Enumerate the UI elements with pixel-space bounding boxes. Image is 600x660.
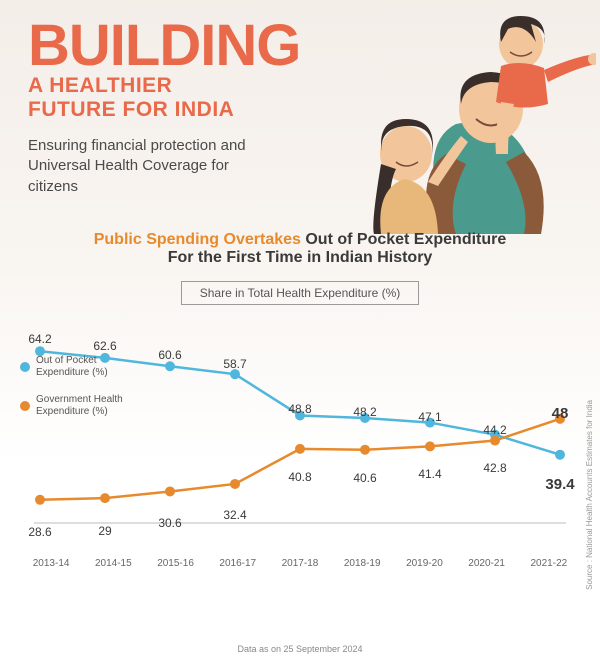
footer-date: Data as on 25 September 2024 [0,644,600,654]
data-label: 29 [98,524,111,538]
x-tick-label: 2016-17 [207,558,269,569]
data-label: 40.6 [353,471,376,485]
data-label: 41.4 [418,467,441,481]
x-tick-label: 2014-15 [82,558,144,569]
x-tick-label: 2013-14 [20,558,82,569]
x-tick-label: 2021-22 [518,558,580,569]
data-label: 62.6 [93,339,116,353]
x-tick-label: 2017-18 [269,558,331,569]
data-label: 44.2 [483,423,506,437]
x-tick-label: 2015-16 [144,558,206,569]
legend-dot-icon [20,401,30,411]
data-label: 32.4 [223,508,246,522]
x-tick-label: 2018-19 [331,558,393,569]
series-marker-gov [230,479,240,489]
series-marker-gov [100,493,110,503]
legend-dot-icon [20,362,30,372]
data-label: 48.8 [288,402,311,416]
data-label: 48 [552,405,569,422]
legend-label: Out of Pocket Expenditure (%) [36,355,126,380]
x-axis: 2013-142014-152015-162016-172017-182018-… [20,558,580,569]
data-label: 58.7 [223,357,246,371]
data-label: 48.2 [353,405,376,419]
series-marker-gov [295,444,305,454]
headline-rest: Out of Pocket Expenditure [301,231,506,248]
series-marker-gov [360,445,370,455]
series-marker-gov [35,495,45,505]
series-marker-gov [165,486,175,496]
x-tick-label: 2019-20 [393,558,455,569]
legend-item: Out of Pocket Expenditure (%) [20,355,126,380]
legend-box: Share in Total Health Expenditure (%) [181,281,420,305]
line-chart: Out of Pocket Expenditure (%) Government … [20,319,580,569]
data-label: 60.6 [158,348,181,362]
data-label: 28.6 [28,525,51,539]
series-marker-oop [555,450,565,460]
data-label: 40.8 [288,470,311,484]
chart-headline: Public Spending Overtakes Out of Pocket … [0,231,600,267]
data-label: 42.8 [483,461,506,475]
source-text: Source : National Health Accounts Estima… [585,400,594,590]
series-marker-gov [490,435,500,445]
series-marker-oop [165,361,175,371]
title-main: BUILDING [28,20,572,72]
tagline: Ensuring financial protection and Univer… [28,136,258,197]
title-sub2: FUTURE FOR INDIA [28,98,572,122]
title-sub1: A HEALTHIER [28,74,572,98]
x-tick-label: 2020-21 [456,558,518,569]
headline-line2: For the First Time in Indian History [30,249,570,267]
legend-item: Government Health Expenditure (%) [20,394,126,419]
series-marker-gov [425,441,435,451]
data-label: 47.1 [418,410,441,424]
headline-highlight: Public Spending Overtakes [94,231,301,248]
data-label: 30.6 [158,516,181,530]
data-label: 64.2 [28,332,51,346]
data-label: 39.4 [545,476,574,493]
legend-label: Government Health Expenditure (%) [36,394,126,419]
series-legend: Out of Pocket Expenditure (%) Government … [20,355,126,433]
